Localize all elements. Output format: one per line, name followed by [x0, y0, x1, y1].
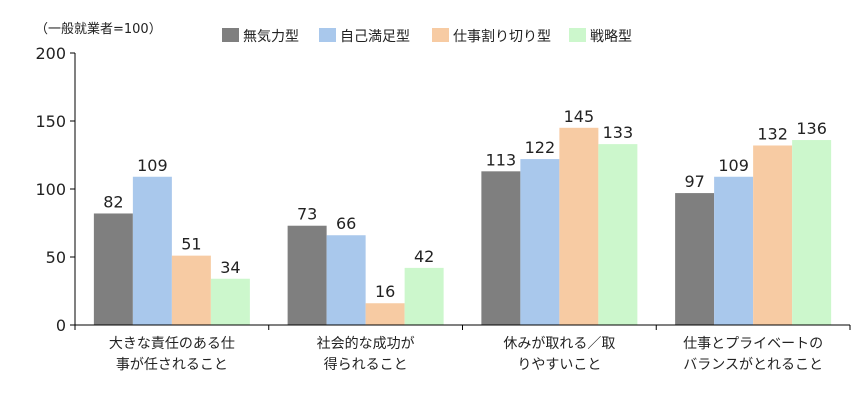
bar-value-label: 34 [220, 258, 240, 277]
x-category-label: 仕事とプライベートの [683, 336, 823, 352]
legend: 無気力型 自己満足型 仕事割り切り型 戦略型 [222, 28, 632, 45]
y-axis: 0 50 100 150 200 [35, 44, 76, 335]
bar [559, 127, 599, 325]
bar [404, 267, 444, 325]
bar [171, 255, 211, 325]
bar-value-label: 73 [297, 205, 317, 224]
x-category-label: 大きな責任のある仕 [109, 336, 235, 352]
bar-value-label: 132 [757, 124, 788, 143]
bar-value-label: 145 [564, 107, 595, 126]
bar [675, 193, 715, 325]
bar-value-label: 109 [718, 156, 749, 175]
bar [210, 278, 250, 325]
bar-value-label: 51 [181, 235, 201, 254]
legend-swatch [569, 28, 586, 42]
chart-note: （一般就業者=100） [35, 21, 162, 37]
y-tick-label: 100 [35, 180, 66, 199]
bar [598, 144, 638, 325]
bar-value-label: 109 [137, 156, 168, 175]
bar [326, 235, 366, 325]
y-tick-label: 50 [46, 248, 66, 267]
legend-label: 仕事割り切り型 [453, 28, 551, 45]
x-category-label: りやすいこと [517, 357, 601, 373]
legend-label: 戦略型 [590, 29, 632, 45]
bar [520, 159, 560, 325]
x-category-label: 社会的な成功が [317, 336, 415, 352]
legend-swatch [222, 28, 239, 42]
bar [365, 303, 405, 325]
legend-swatch [432, 28, 449, 42]
legend-label: 自己満足型 [340, 29, 410, 45]
x-category-label: 休みが取れる／取 [503, 336, 615, 352]
x-category-label: バランスがとれること [683, 357, 823, 373]
y-tick-label: 200 [35, 44, 66, 63]
bar [132, 176, 172, 325]
y-tick-label: 0 [56, 316, 66, 335]
y-tick-label: 150 [35, 112, 66, 131]
bar-value-label: 122 [525, 138, 556, 157]
bar-value-label: 136 [796, 119, 827, 138]
bar [792, 140, 832, 325]
bar-value-label: 66 [336, 214, 356, 233]
bar-value-label: 42 [414, 247, 434, 266]
legend-label: 無気力型 [243, 29, 299, 45]
bar [714, 176, 754, 325]
bar [93, 213, 133, 325]
bar [753, 145, 793, 325]
x-category-label: 事が任されること [116, 357, 228, 373]
bar-value-label: 133 [603, 123, 634, 142]
x-category-label: 得られること [324, 356, 408, 373]
bar-value-label: 82 [103, 192, 123, 211]
legend-swatch [319, 28, 336, 42]
bar-value-label: 97 [684, 172, 704, 191]
bar-value-label: 16 [375, 282, 395, 301]
bar [287, 225, 327, 325]
bars: 82 73 113 97 109 66 122 109 51 16 145 132 34 42 133 136 [93, 107, 832, 325]
bar-value-label: 113 [486, 150, 517, 169]
bar [481, 171, 521, 325]
